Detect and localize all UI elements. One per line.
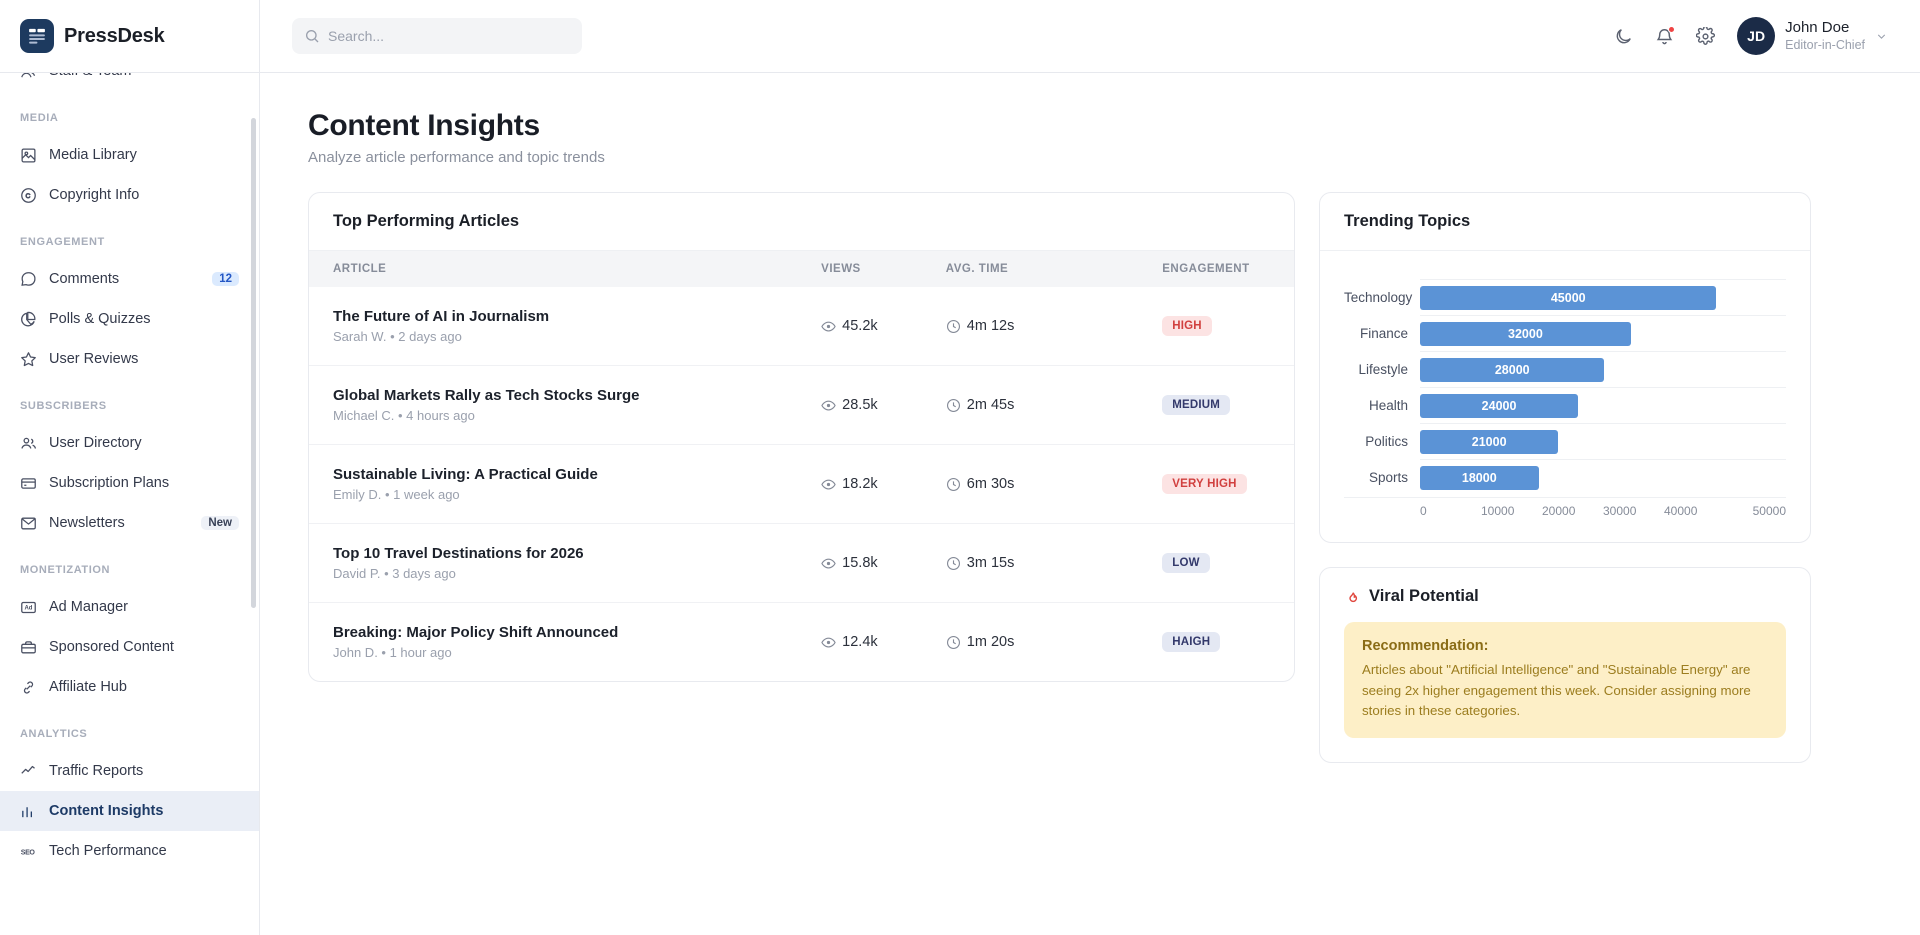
svg-text:C: C [25,193,30,200]
svg-text:SEO: SEO [21,848,36,856]
svg-text:Ad: Ad [24,605,32,611]
